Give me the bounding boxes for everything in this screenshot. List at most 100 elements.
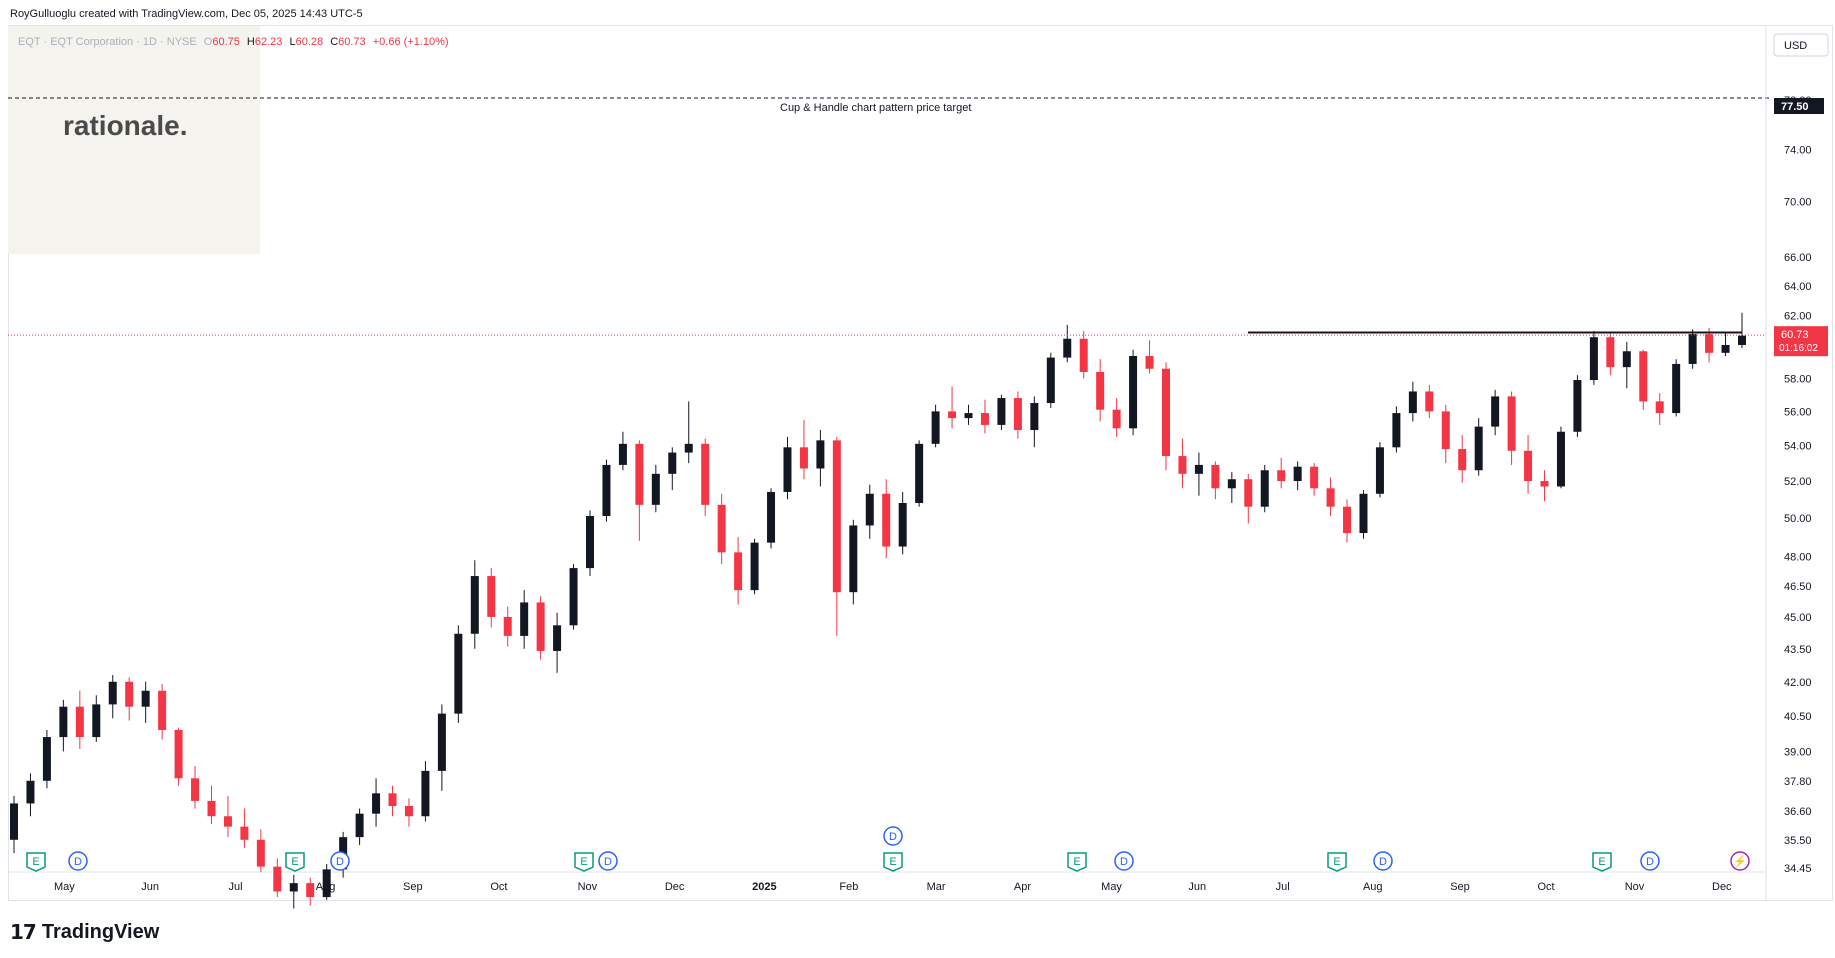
candle-body — [59, 706, 68, 738]
candle-body — [602, 464, 611, 517]
time-tick-label: Jun — [141, 881, 159, 893]
candles-group — [10, 312, 1746, 909]
chart-frame — [8, 25, 1833, 901]
candle-body — [1556, 431, 1565, 487]
chart-author-line: RoyGulluoglu created with TradingView.co… — [10, 8, 363, 20]
event-label: D — [336, 856, 344, 868]
legend-open-label: O — [204, 36, 213, 48]
candle-body — [898, 502, 907, 547]
candle-body — [1194, 464, 1203, 474]
candle-body — [1705, 334, 1714, 353]
dividend-event-icon — [598, 851, 618, 871]
price-tick-label: 36.60 — [1784, 806, 1812, 818]
candle-body — [92, 704, 101, 738]
candle-body — [470, 576, 479, 634]
candle-body — [1129, 355, 1138, 429]
legend-close-label: C — [330, 36, 338, 48]
candle-body — [372, 793, 381, 814]
price-tick-label: 52.00 — [1784, 476, 1812, 488]
tradingview-brand[interactable]: 17 TradingView — [10, 920, 159, 944]
candle-body — [1491, 396, 1500, 427]
event-label: E — [1598, 856, 1605, 868]
legend-high-label: H — [247, 36, 255, 48]
price-tick-label: 42.00 — [1784, 677, 1812, 689]
candle-body — [1524, 450, 1533, 482]
time-axis[interactable]: May Jun Jul Aug Sep Oct Nov Dec 2025 Feb Mar Apr May… — [54, 881, 1732, 893]
candle-body — [1622, 351, 1631, 368]
candle-body — [536, 602, 545, 651]
candle-body — [882, 493, 891, 547]
price-tick-label: 58.00 — [1784, 373, 1812, 385]
candle-body — [1425, 391, 1434, 412]
resistance-group — [8, 331, 1766, 336]
candle-body — [273, 866, 282, 892]
candle-body — [1721, 344, 1730, 353]
candle-body — [651, 473, 660, 505]
price-target-annotation: Cup & Handle chart pattern price target — [780, 102, 971, 114]
currency-label[interactable]: USD — [1784, 40, 1807, 52]
candle-body — [1046, 357, 1055, 404]
candle-body — [1310, 466, 1319, 489]
candle-body — [1293, 466, 1302, 482]
candle-body — [832, 440, 841, 593]
earnings-event-icon — [574, 852, 594, 872]
candle-body — [1162, 368, 1170, 457]
time-tick-label: 2025 — [752, 881, 776, 893]
legend-low-value: 60.28 — [296, 36, 324, 48]
candle-body — [1688, 334, 1697, 364]
candle-body — [125, 681, 134, 707]
price-tick-label: 62.00 — [1784, 311, 1812, 323]
earnings-event-icon — [1067, 852, 1087, 872]
legend-high-value: 62.23 — [255, 36, 283, 48]
price-axis[interactable]: 78.0074.0070.0066.0064.0062.0058.0056.00… — [1774, 95, 1828, 875]
tradingview-logo-icon: 17 — [10, 920, 37, 944]
tradingview-wordmark: TradingView — [41, 920, 160, 943]
events-row: E D E D E D D E E D E D E D ⚡ — [26, 826, 1750, 872]
candle-body — [1375, 447, 1384, 494]
candle-body — [158, 690, 167, 730]
price-target-label: 77.50 — [1781, 101, 1809, 113]
time-tick-label: Oct — [1537, 881, 1554, 893]
candle-body — [1013, 398, 1022, 431]
candle-body — [437, 713, 446, 771]
event-label: E — [291, 856, 298, 868]
candle-body — [1178, 456, 1187, 474]
candle-body — [1277, 470, 1286, 482]
earnings-event-icon — [1592, 852, 1612, 872]
candle-body — [1211, 464, 1220, 489]
candle-body — [1738, 335, 1746, 345]
event-label: D — [1120, 856, 1128, 868]
candle-body — [1079, 338, 1088, 372]
price-tick-label: 35.50 — [1784, 835, 1812, 847]
candle-body — [997, 398, 1006, 425]
time-tick-label: Mar — [927, 881, 946, 893]
candle-body — [931, 411, 940, 444]
price-tick-label: 54.00 — [1784, 441, 1812, 453]
earnings-event-icon — [1327, 852, 1347, 872]
time-tick-label: Dec — [1712, 881, 1732, 893]
candle-body — [586, 516, 594, 569]
watermark-box — [8, 26, 260, 254]
time-tick-label: Nov — [1625, 881, 1645, 893]
candle-body — [1639, 351, 1648, 402]
candle-body — [454, 633, 463, 714]
candle-body — [1063, 338, 1072, 358]
candle-body — [1507, 396, 1516, 451]
price-tick-label: 66.00 — [1784, 252, 1812, 264]
candle-body — [191, 778, 200, 801]
candle-body — [42, 737, 51, 781]
candle-body — [1458, 449, 1467, 471]
price-tick-label: 74.00 — [1784, 144, 1812, 156]
time-tick-label: Jul — [229, 881, 243, 893]
candle-body — [799, 447, 808, 469]
candle-body — [964, 413, 973, 419]
time-tick-label: Apr — [1014, 881, 1031, 893]
time-tick-label: May — [54, 881, 75, 893]
earnings-event-icon — [883, 852, 903, 872]
candle-body — [915, 443, 924, 503]
dividend-event-icon — [1114, 851, 1134, 871]
legend-close-value: 60.73 — [338, 36, 366, 48]
price-tick-label: 37.80 — [1784, 776, 1812, 788]
earnings-event-icon — [26, 852, 46, 872]
